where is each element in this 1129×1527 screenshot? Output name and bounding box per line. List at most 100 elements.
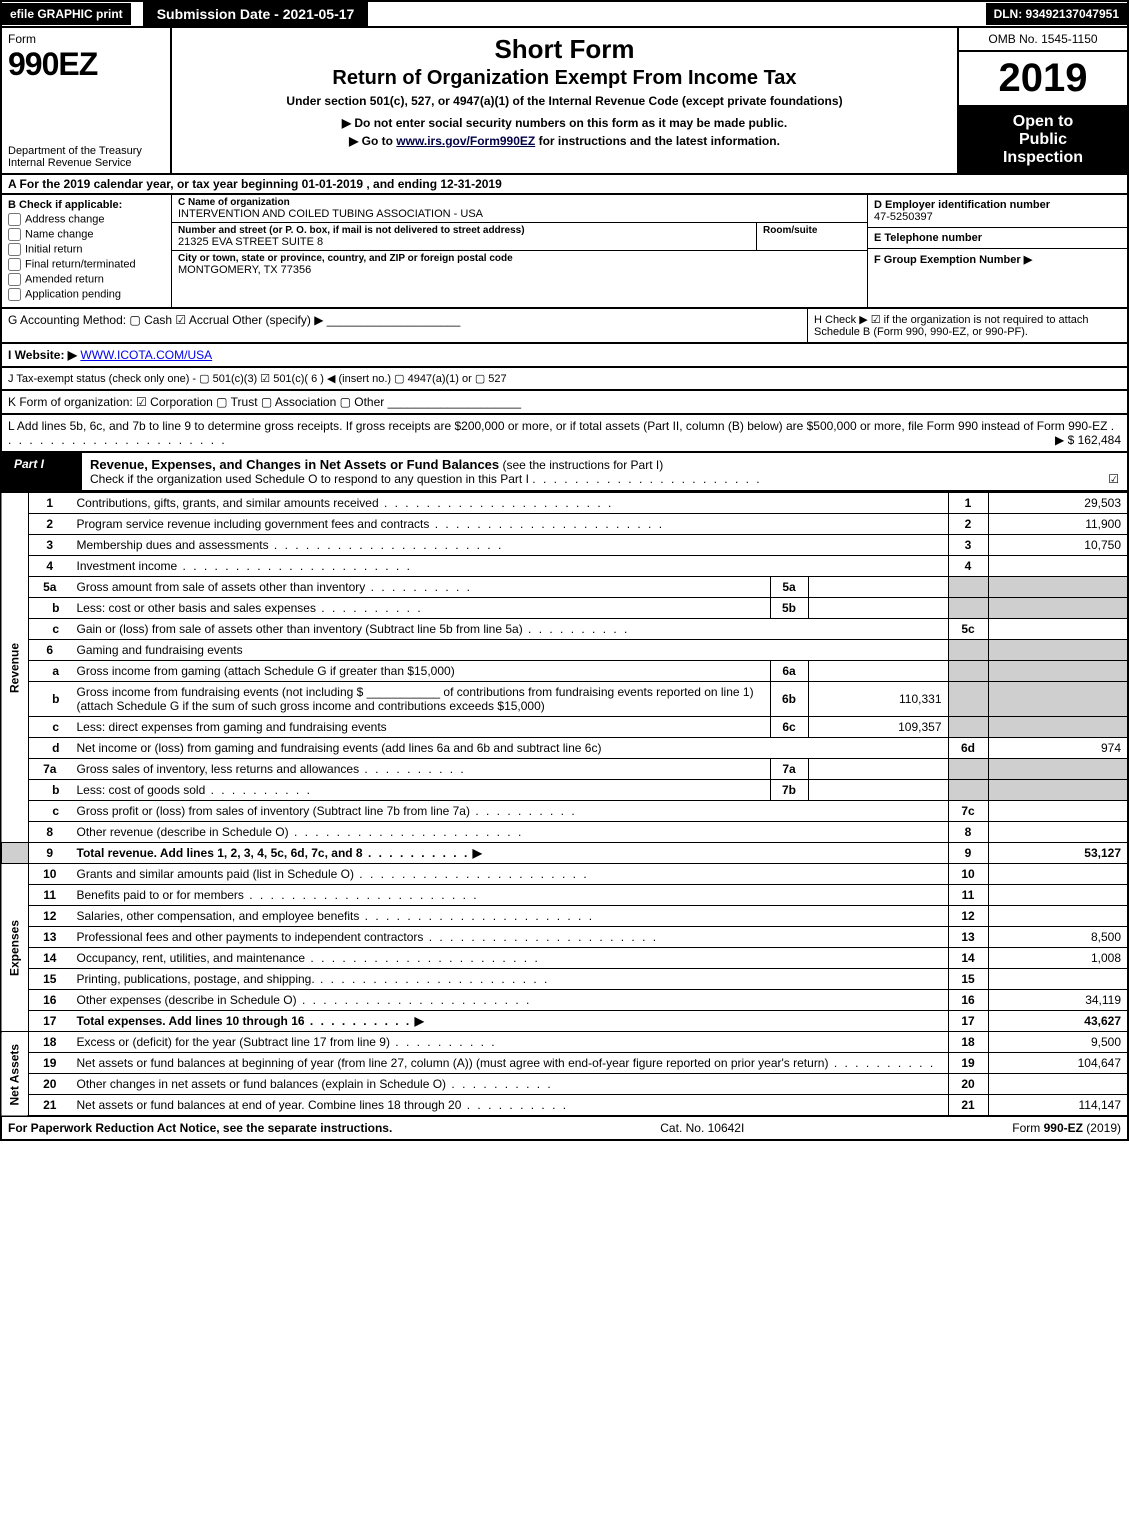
ln-6d-no: d bbox=[29, 738, 71, 759]
ln-12-val bbox=[988, 906, 1128, 927]
ln-20-endno: 20 bbox=[948, 1074, 988, 1095]
chk-address-change[interactable]: Address change bbox=[8, 213, 165, 226]
part-i-label: Part I bbox=[2, 453, 82, 490]
ln-14-no: 14 bbox=[29, 948, 71, 969]
row-9: 9 Total revenue. Add lines 1, 2, 3, 4, 5… bbox=[1, 843, 1128, 864]
open-line1: Open to bbox=[963, 113, 1123, 131]
ln-2-desc: Program service revenue including govern… bbox=[77, 517, 665, 531]
ln-10-val bbox=[988, 864, 1128, 885]
street-value: 21325 EVA STREET SUITE 8 bbox=[178, 236, 750, 248]
ln-7a-mid: 7a bbox=[770, 759, 808, 780]
main-title: Return of Organization Exempt From Incom… bbox=[182, 67, 947, 90]
ln-20-desc: Other changes in net assets or fund bala… bbox=[77, 1077, 553, 1091]
street-label: Number and street (or P. O. box, if mail… bbox=[178, 225, 750, 236]
row-18: Net Assets 18 Excess or (deficit) for th… bbox=[1, 1032, 1128, 1053]
ln-6d-endno: 6d bbox=[948, 738, 988, 759]
ln-13-endno: 13 bbox=[948, 927, 988, 948]
ln-6a-desc: Gross income from gaming (attach Schedul… bbox=[71, 661, 771, 682]
chk-application-pending[interactable]: Application pending bbox=[8, 288, 165, 301]
ln-4-no: 4 bbox=[29, 556, 71, 577]
ln-13-no: 13 bbox=[29, 927, 71, 948]
ln-7c-endno: 7c bbox=[948, 801, 988, 822]
row-10: Expenses 10 Grants and similar amounts p… bbox=[1, 864, 1128, 885]
row-11: 11 Benefits paid to or for members 11 bbox=[1, 885, 1128, 906]
row-14: 14 Occupancy, rent, utilities, and maint… bbox=[1, 948, 1128, 969]
notice-goto-post: for instructions and the latest informat… bbox=[535, 134, 780, 148]
ln-7a-desc: Gross sales of inventory, less returns a… bbox=[77, 762, 466, 776]
chk-name-change[interactable]: Name change bbox=[8, 228, 165, 241]
ln-10-no: 10 bbox=[29, 864, 71, 885]
ln-17-endno: 17 bbox=[948, 1011, 988, 1032]
ln-21-desc: Net assets or fund balances at end of ye… bbox=[77, 1098, 569, 1112]
row-7a: 7a Gross sales of inventory, less return… bbox=[1, 759, 1128, 780]
ln-4-desc: Investment income bbox=[77, 559, 412, 573]
row-17: 17 Total expenses. Add lines 10 through … bbox=[1, 1011, 1128, 1032]
ln-6b-mid: 6b bbox=[770, 682, 808, 717]
ln-9-endno: 9 bbox=[948, 843, 988, 864]
efile-label[interactable]: efile GRAPHIC print bbox=[2, 3, 131, 25]
ln-8-desc: Other revenue (describe in Schedule O) bbox=[77, 825, 524, 839]
ln-6d-desc: Net income or (loss) from gaming and fun… bbox=[71, 738, 949, 759]
ln-1-desc: Contributions, gifts, grants, and simila… bbox=[77, 496, 614, 510]
part-i-title-bold: Revenue, Expenses, and Changes in Net As… bbox=[90, 457, 499, 472]
website-label: I Website: ▶ bbox=[8, 348, 77, 362]
part-i-header: Part I Revenue, Expenses, and Changes in… bbox=[0, 453, 1129, 492]
ln-15-desc: Printing, publications, postage, and shi… bbox=[77, 972, 550, 986]
ln-11-no: 11 bbox=[29, 885, 71, 906]
ln-5a-desc: Gross amount from sale of assets other t… bbox=[77, 580, 473, 594]
city-cell: City or town, state or province, country… bbox=[172, 251, 867, 278]
info-block: B Check if applicable: Address change Na… bbox=[0, 195, 1129, 309]
row-4: 4 Investment income 4 bbox=[1, 556, 1128, 577]
chk-initial-return[interactable]: Initial return bbox=[8, 243, 165, 256]
ln-6b-desc1: Gross income from fundraising events (no… bbox=[77, 685, 364, 699]
section-h: H Check ▶ ☑ if the organization is not r… bbox=[807, 309, 1127, 342]
row-6d: d Net income or (loss) from gaming and f… bbox=[1, 738, 1128, 759]
section-c: C Name of organization INTERVENTION AND … bbox=[172, 195, 867, 307]
ln-17-val: 43,627 bbox=[988, 1011, 1128, 1032]
ln-2-no: 2 bbox=[29, 514, 71, 535]
row-5a: 5a Gross amount from sale of assets othe… bbox=[1, 577, 1128, 598]
form-header: Form 990EZ Department of the Treasury In… bbox=[0, 26, 1129, 175]
row-8: 8 Other revenue (describe in Schedule O)… bbox=[1, 822, 1128, 843]
ln-14-endno: 14 bbox=[948, 948, 988, 969]
part-i-checkbox[interactable]: ☑ bbox=[1108, 472, 1119, 486]
ln-8-val bbox=[988, 822, 1128, 843]
notice-goto: ▶ Go to www.irs.gov/Form990EZ for instru… bbox=[182, 134, 947, 148]
row-gh: G Accounting Method: ▢ Cash ☑ Accrual Ot… bbox=[0, 309, 1129, 344]
ln-13-desc: Professional fees and other payments to … bbox=[77, 930, 659, 944]
header-middle: Short Form Return of Organization Exempt… bbox=[172, 28, 957, 173]
ln-16-no: 16 bbox=[29, 990, 71, 1011]
ln-19-desc: Net assets or fund balances at beginning… bbox=[77, 1056, 936, 1070]
under-section: Under section 501(c), 527, or 4947(a)(1)… bbox=[182, 94, 947, 108]
dept-treasury: Department of the Treasury bbox=[8, 145, 164, 157]
part-i-dots bbox=[532, 472, 761, 486]
ln-3-val: 10,750 bbox=[988, 535, 1128, 556]
section-l-text: L Add lines 5b, 6c, and 7b to line 9 to … bbox=[8, 419, 1107, 433]
section-b-header: B Check if applicable: bbox=[8, 199, 165, 211]
website-link[interactable]: WWW.ICOTA.COM/USA bbox=[80, 348, 212, 362]
ln-2-endno: 2 bbox=[948, 514, 988, 535]
chk-amended-return[interactable]: Amended return bbox=[8, 273, 165, 286]
page-footer: For Paperwork Reduction Act Notice, see … bbox=[0, 1117, 1129, 1141]
form-word: Form bbox=[8, 32, 164, 46]
ln-18-desc: Excess or (deficit) for the year (Subtra… bbox=[77, 1035, 497, 1049]
irs-link[interactable]: www.irs.gov/Form990EZ bbox=[396, 134, 535, 148]
org-name-label: C Name of organization bbox=[178, 197, 861, 208]
ln-16-val: 34,119 bbox=[988, 990, 1128, 1011]
dln-label: DLN: 93492137047951 bbox=[986, 3, 1127, 25]
ln-10-endno: 10 bbox=[948, 864, 988, 885]
ln-5c-no: c bbox=[29, 619, 71, 640]
ln-4-val bbox=[988, 556, 1128, 577]
chk-final-return[interactable]: Final return/terminated bbox=[8, 258, 165, 271]
row-15: 15 Printing, publications, postage, and … bbox=[1, 969, 1128, 990]
ln-5a-grey1 bbox=[948, 577, 988, 598]
ln-6c-midval: 109,357 bbox=[808, 717, 948, 738]
ln-6-no: 6 bbox=[29, 640, 71, 661]
ln-2-val: 11,900 bbox=[988, 514, 1128, 535]
ln-6b-no: b bbox=[29, 682, 71, 717]
ln-15-endno: 15 bbox=[948, 969, 988, 990]
org-name: INTERVENTION AND COILED TUBING ASSOCIATI… bbox=[178, 208, 861, 220]
ln-7b-grey1 bbox=[948, 780, 988, 801]
notice-ssn: ▶ Do not enter social security numbers o… bbox=[182, 116, 947, 130]
street-row: Number and street (or P. O. box, if mail… bbox=[172, 223, 867, 251]
